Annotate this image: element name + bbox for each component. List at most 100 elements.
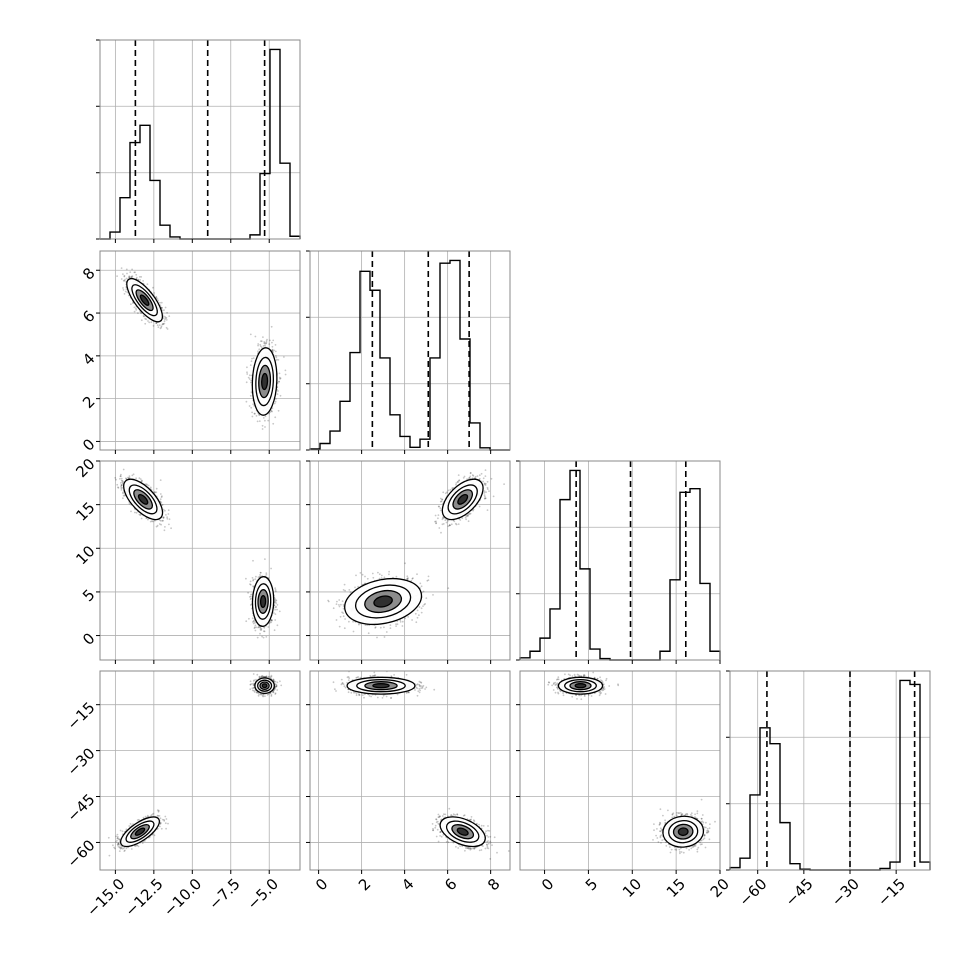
scatter-point (250, 381, 252, 384)
scatter-point (155, 322, 158, 324)
scatter-point (147, 320, 149, 322)
scatter-point (263, 630, 265, 633)
scatter-point (268, 343, 271, 345)
scatter-point (250, 597, 253, 600)
histogram-bars-2 (519, 469, 721, 661)
scatter-point (156, 324, 159, 327)
panel-frame (519, 460, 721, 661)
scatter-point (120, 473, 122, 476)
histogram-bars-0 (100, 48, 301, 240)
scatter-point (284, 373, 287, 376)
scatter-point (245, 400, 248, 403)
scatter-point (265, 573, 268, 576)
scatter-point (474, 475, 477, 478)
scatter-point (131, 268, 134, 271)
scatter-point (267, 626, 270, 628)
scatter-point (252, 357, 255, 359)
scatter-point (249, 364, 252, 366)
scatter-point (261, 346, 263, 349)
scatter-point (123, 279, 126, 282)
scatter-point (128, 475, 131, 477)
scatter-point (123, 274, 126, 277)
scatter-point (245, 381, 248, 384)
scatter-point (248, 374, 251, 377)
scatter-point (138, 276, 141, 278)
histogram-bars-1 (309, 259, 510, 451)
scatter-point (275, 606, 277, 608)
scatter-point (122, 287, 124, 289)
scatter-point (251, 357, 253, 360)
scatter-point (145, 517, 148, 520)
scatter-point (449, 488, 452, 491)
scatter-point (274, 350, 277, 353)
scatter-point (140, 276, 143, 278)
scatter-point (442, 491, 445, 494)
scatter-point (144, 317, 147, 320)
scatter-point (165, 317, 168, 319)
scatter-point (467, 520, 470, 523)
scatter-point (272, 422, 275, 425)
scatter-point (138, 477, 141, 480)
scatter-point (480, 472, 483, 475)
scatter-point (263, 341, 266, 343)
scatter-point (122, 279, 125, 282)
scatter-point (263, 626, 266, 629)
scatter-point (249, 583, 251, 586)
scatter-point (249, 583, 252, 586)
contour-level-3 (137, 493, 149, 505)
contour-level-3 (259, 594, 267, 609)
scatter-point (122, 492, 124, 495)
scatter-point (250, 379, 253, 382)
scatter-point (164, 316, 167, 318)
scatter-point (245, 577, 247, 580)
scatter-point (130, 510, 132, 513)
scatter-point (120, 267, 123, 269)
scatter-point (248, 378, 251, 380)
scatter-point (258, 420, 261, 422)
scatter-point (140, 480, 143, 482)
scatter-point (116, 275, 118, 277)
scatter-point (252, 622, 255, 625)
scatter-point (122, 468, 125, 471)
scatter-point (162, 519, 164, 522)
scatter-point (164, 318, 166, 321)
scatter-point (275, 602, 278, 604)
scatter-point (120, 489, 123, 491)
scatter-point (259, 574, 261, 576)
scatter-point (158, 324, 161, 326)
scatter-point (273, 629, 276, 632)
scatter-point (155, 295, 158, 298)
scatter-point (152, 325, 155, 327)
scatter-point (120, 278, 123, 280)
scatter-point (159, 327, 162, 330)
scatter-point (258, 626, 260, 629)
scatter-point (262, 336, 264, 338)
scatter-point (152, 286, 154, 289)
scatter-point (275, 398, 277, 400)
scatter-point (257, 350, 259, 353)
scatter-point (253, 412, 256, 415)
histogram-bars-3 (729, 679, 931, 871)
scatter-point (128, 275, 131, 278)
scatter-point (162, 315, 165, 317)
scatter-point (247, 591, 250, 594)
scatter-point (270, 621, 273, 624)
scatter-point (454, 522, 457, 525)
scatter-point (249, 333, 252, 336)
scatter-point (276, 624, 279, 627)
scatter-point (149, 520, 152, 523)
scatter-point (261, 428, 264, 430)
scatter-point (155, 491, 158, 494)
scatter-point (269, 621, 271, 624)
scatter-point (134, 271, 137, 274)
panel-frame (99, 460, 301, 661)
scatter-point (158, 519, 161, 521)
scatter-point (253, 627, 256, 630)
scatter-point (125, 288, 128, 291)
scatter-point (159, 500, 162, 503)
scatter-point (468, 513, 471, 515)
scatter-point (252, 579, 255, 582)
scatter-point (120, 485, 122, 488)
scatter-point (478, 505, 481, 508)
scatter-point (254, 621, 256, 624)
